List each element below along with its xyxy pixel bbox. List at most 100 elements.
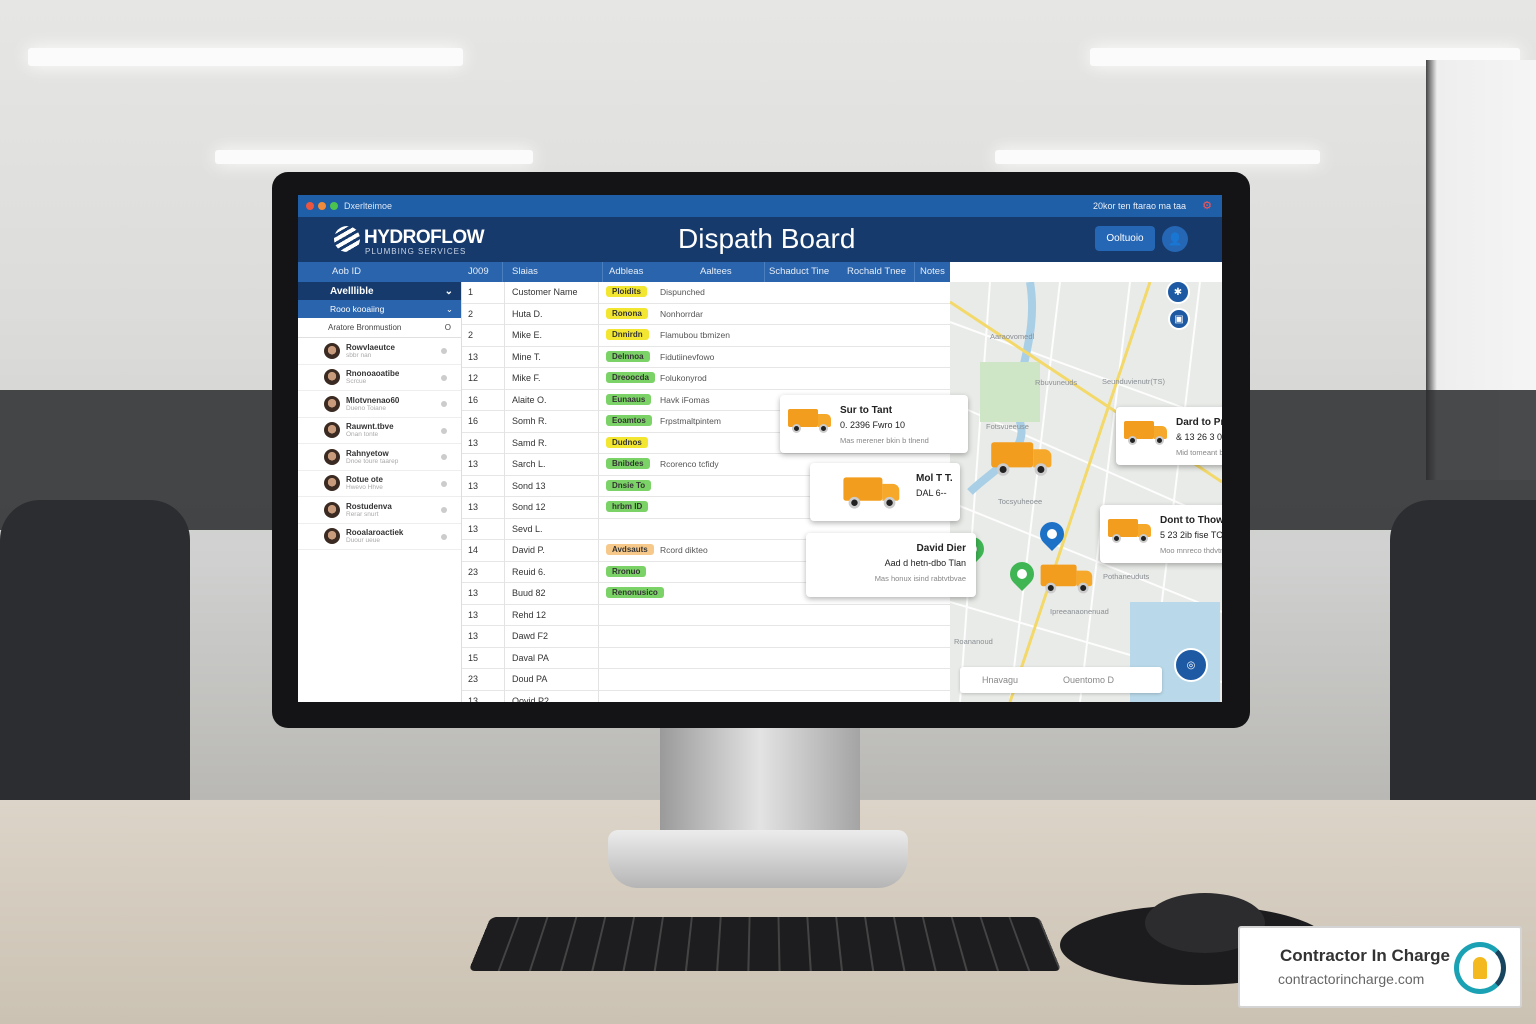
table-row[interactable]: 2 Huta D. Ronona Nonhorrdar bbox=[462, 304, 950, 325]
status-badge: Delnnoa bbox=[606, 350, 650, 362]
technician-name: Rooalaroactiek bbox=[346, 528, 404, 538]
table-row[interactable]: 13 Dawd F2 bbox=[462, 626, 950, 648]
column-header[interactable]: Rochald Tnee bbox=[847, 266, 906, 277]
status-badge: Eoamtos bbox=[606, 415, 652, 426]
truck-marker[interactable] bbox=[991, 442, 1053, 476]
column-header[interactable]: Schaduct Tine bbox=[769, 266, 830, 277]
table-row[interactable]: 13 Mine T. Delnnoa Fidutiinevfowo bbox=[462, 347, 950, 368]
user-icon[interactable]: 👤 bbox=[1162, 226, 1188, 252]
map-view[interactable]: Aaraovomedl Seunduvienutr(TS) Rbuvuneuds… bbox=[950, 282, 1222, 702]
avatar bbox=[324, 422, 340, 439]
technician-item[interactable]: Rotue ote Hwevo Hhve bbox=[298, 471, 461, 497]
map-locate-button[interactable]: ◎ bbox=[1174, 648, 1208, 682]
table-row[interactable]: 23 Doud PA bbox=[462, 669, 950, 691]
notification-icon[interactable]: ⚙ bbox=[1202, 200, 1212, 212]
map-pin-button[interactable]: ✱ bbox=[1166, 282, 1190, 304]
table-row[interactable]: 13 Sond 13 Dnsie To bbox=[462, 476, 950, 497]
job-id: 15 bbox=[468, 652, 479, 663]
job-id: 13 bbox=[468, 588, 479, 598]
customer-name: David P. bbox=[512, 545, 545, 555]
map-tab[interactable]: Hnavagu bbox=[982, 675, 1019, 685]
avatar bbox=[324, 501, 340, 518]
table-row[interactable]: 13 Oovid P2 bbox=[462, 691, 950, 703]
truck-callout[interactable]: Dont to Thow 5 23 2ib fise TO Moo mnreco t… bbox=[1100, 505, 1222, 563]
row-note: Nonhorrdar bbox=[660, 308, 703, 319]
table-row[interactable]: 13 Rehd 12 bbox=[462, 605, 950, 626]
customer-name: Oovid P2 bbox=[512, 695, 550, 703]
status-text: 20kor ten ftarao ma taa bbox=[1092, 201, 1186, 211]
status-dot bbox=[441, 374, 447, 381]
technician-item[interactable]: Rostudenva Rerar snurt bbox=[298, 497, 461, 524]
table-row[interactable]: 2 Mike E. Dnnirdn Flamubou tbmizen bbox=[462, 325, 950, 347]
truck-callout[interactable]: David Dier Aad d hetn-dbo Tlan Mas honux i… bbox=[806, 533, 976, 597]
close-window-button[interactable] bbox=[306, 202, 314, 210]
technician-status: Scrcue bbox=[346, 378, 367, 386]
technician-status: Duour ueue bbox=[346, 537, 380, 545]
table-row[interactable]: 16 Somh R. Eoamtos Frpstmaltpintem bbox=[462, 411, 950, 433]
status-badge: Avdsauts bbox=[606, 544, 654, 555]
customer-name: Rehd 12 bbox=[512, 609, 547, 620]
availability-dropdown[interactable]: Avelllible ⌄ bbox=[298, 282, 461, 300]
status-dot bbox=[441, 454, 447, 460]
truck-callout[interactable]: Dard to Pnw & 13 26 3 0usrt 16 Mid tomeant… bbox=[1116, 407, 1222, 465]
monitor-stand bbox=[660, 720, 860, 840]
customer-name: Mike E. bbox=[512, 330, 543, 340]
status-dot bbox=[441, 533, 447, 540]
job-id: 13 bbox=[468, 631, 479, 641]
header-action-button[interactable]: Ooltuoio bbox=[1095, 226, 1155, 251]
technician-item[interactable]: Rooalaroactiek Duour ueue bbox=[298, 524, 461, 550]
watermark-title: Contractor In Charge bbox=[1280, 946, 1451, 965]
filter-dropdown[interactable]: Rooo kooaiing ⌄ bbox=[298, 300, 461, 318]
column-header[interactable]: Notes bbox=[920, 266, 945, 277]
table-row[interactable]: 14 David P. Avdsauts Rcord dikteo bbox=[462, 540, 950, 562]
chevron-down-icon: ⌄ bbox=[445, 303, 453, 314]
table-row[interactable]: 13 Sevd L. bbox=[462, 519, 950, 540]
table-row[interactable]: 13 Sarch L. Bnibdes Rcorenco tcfidy bbox=[462, 454, 950, 476]
map-label: Pothaneuduts bbox=[1103, 572, 1150, 581]
table-row[interactable]: 13 Samd R. Dudnos bbox=[462, 433, 950, 454]
job-id: 13 bbox=[468, 480, 479, 491]
job-id: 13 bbox=[468, 502, 479, 512]
table-row[interactable]: 1 Customer Name Ploidits Dispunched bbox=[462, 282, 950, 304]
map-label: Roananoud bbox=[954, 637, 993, 646]
column-header[interactable]: Slaias bbox=[512, 266, 538, 277]
table-row[interactable]: 16 Alaite O. Eunaaus Havk iFomas bbox=[462, 390, 950, 411]
table-row[interactable]: 15 Daval PA bbox=[462, 648, 950, 669]
ceiling-light bbox=[28, 48, 463, 66]
maximize-window-button[interactable] bbox=[330, 202, 338, 210]
monitor-base bbox=[608, 830, 908, 888]
row-note: Rcord dikteo bbox=[660, 545, 708, 555]
customer-name: Somh R. bbox=[512, 416, 548, 426]
technician-item[interactable]: Rnonoaoatibe Scrcue bbox=[298, 365, 461, 391]
row-note: Folukonyrod bbox=[660, 373, 707, 383]
column-header[interactable]: Aaltees bbox=[700, 266, 732, 277]
technician-item[interactable]: Rowvlaeutce sbbr nan bbox=[298, 338, 461, 365]
truck-callout[interactable]: Sur to Tant 0. 2396 Fwro 10 Mas merener bk… bbox=[780, 395, 968, 453]
truck-callout[interactable]: Mol T T. DAL 6-- bbox=[810, 463, 960, 521]
technician-item[interactable]: Rahnyetow Dnoe toure taarep bbox=[298, 444, 461, 471]
map-tab[interactable]: Ouentomo D bbox=[1063, 675, 1115, 685]
truck-icon bbox=[1108, 519, 1152, 543]
column-header[interactable]: J009 bbox=[468, 266, 489, 277]
map-layer-button[interactable]: ▣ bbox=[1168, 308, 1190, 330]
table-row[interactable]: 23 Reuid 6. Rronuo bbox=[462, 562, 950, 583]
status-badge: Rronuo bbox=[606, 565, 647, 577]
table-row[interactable]: 13 Buud 82 Renonusico bbox=[462, 583, 950, 605]
column-header[interactable]: Aob ID bbox=[332, 266, 362, 277]
technician-item[interactable]: Rauwnt.tbve Onan tonte bbox=[298, 418, 461, 444]
truck-marker[interactable] bbox=[1040, 564, 1094, 594]
customer-name: Dawd F2 bbox=[512, 631, 549, 641]
table-row[interactable]: 13 Sond 12 hrbm ID bbox=[462, 497, 950, 519]
customer-name: Huta D. bbox=[512, 308, 543, 319]
ceiling-light bbox=[215, 150, 533, 164]
table-row[interactable]: 12 Mike F. Dreoocda Folukonyrod bbox=[462, 368, 950, 390]
watermark: Contractor In Charge contractorincharge.… bbox=[1238, 926, 1522, 1008]
map-label: Fotsvueeuse bbox=[986, 422, 1029, 431]
technician-status: Onan tonte bbox=[346, 431, 379, 439]
job-id: 23 bbox=[468, 566, 479, 577]
minimize-window-button[interactable] bbox=[318, 202, 326, 210]
callout-title: Sur to Tant bbox=[840, 405, 893, 416]
technician-item[interactable]: Mlotvnenao60 Dueno Toiane bbox=[298, 391, 461, 418]
search-filter[interactable]: Aratore Bronmustion O bbox=[298, 318, 461, 338]
column-header[interactable]: Adbleas bbox=[609, 266, 644, 277]
